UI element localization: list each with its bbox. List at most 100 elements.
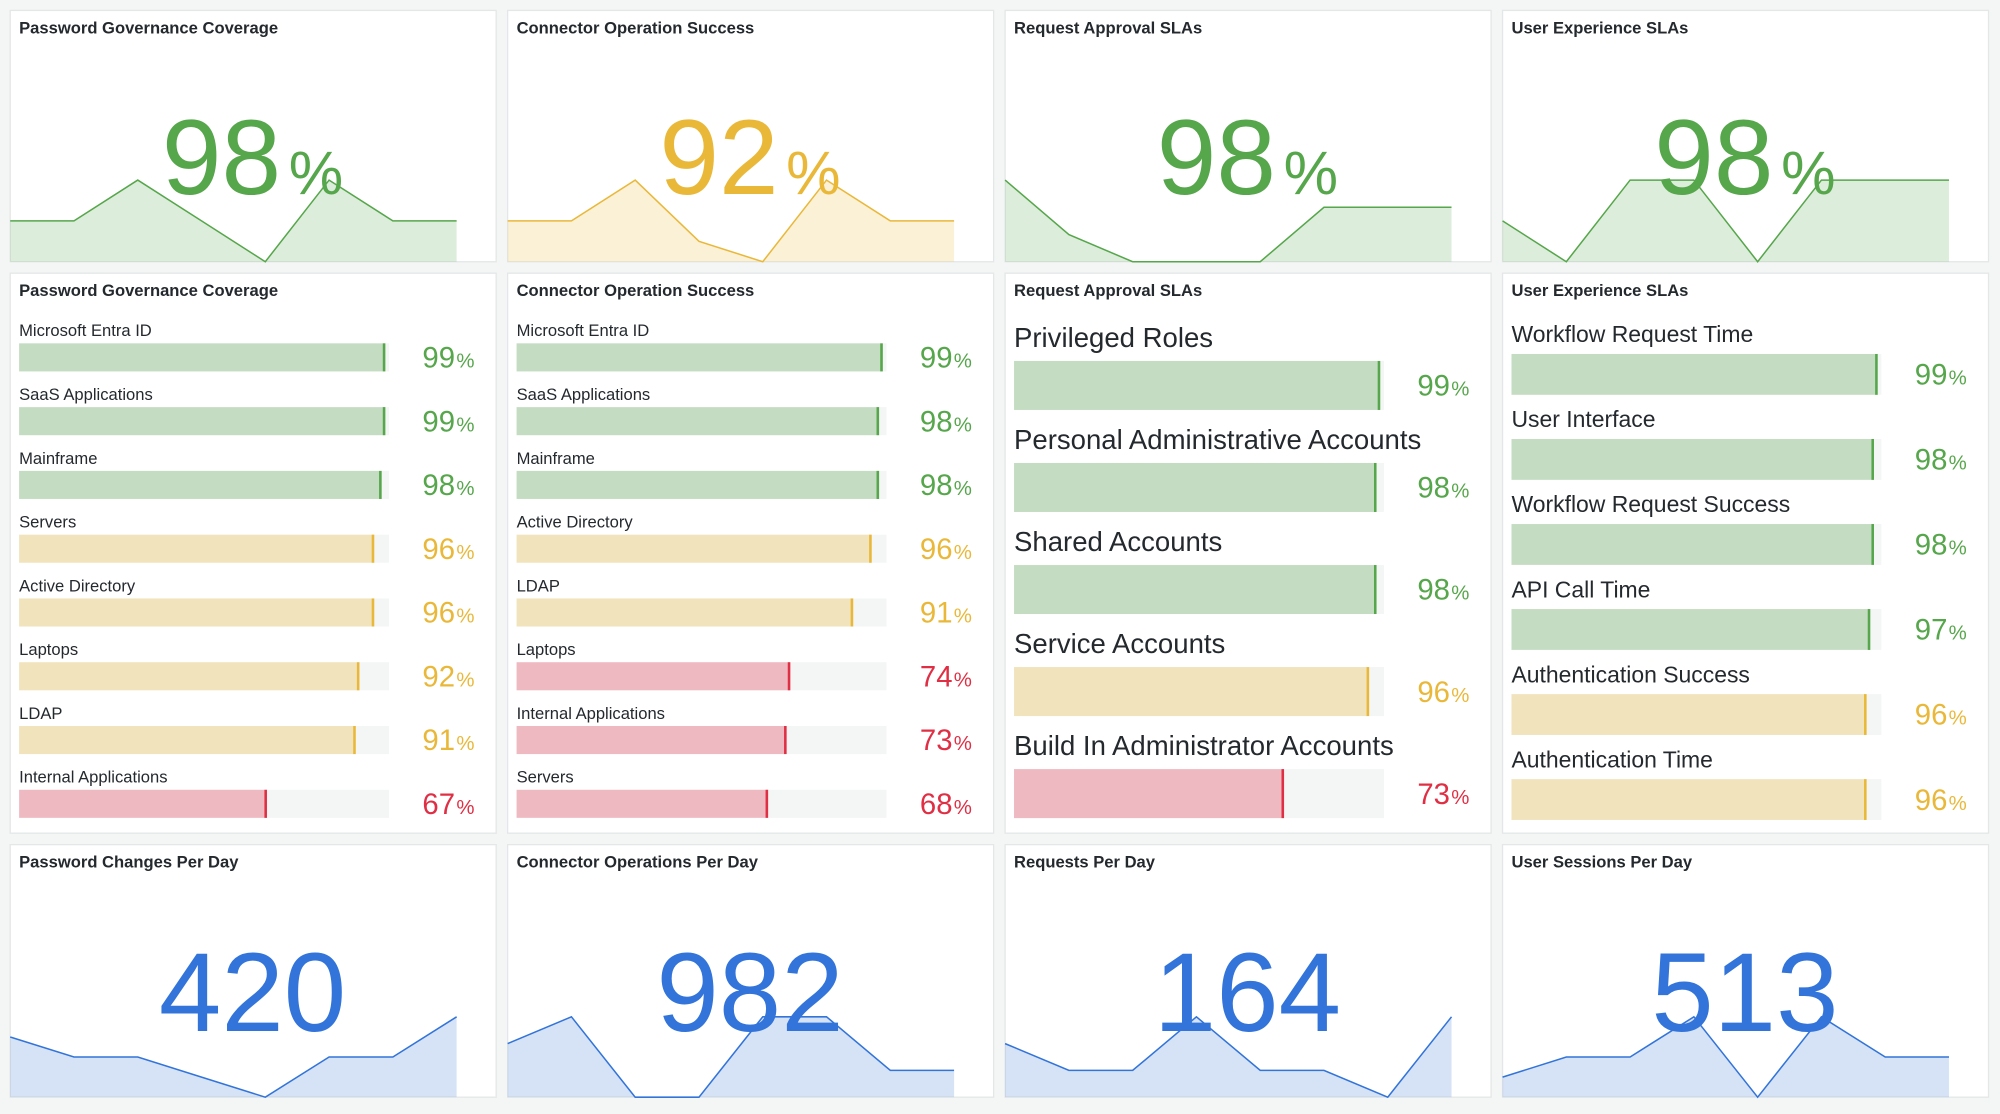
bar-unit: % bbox=[954, 542, 972, 564]
panel-background bbox=[507, 843, 995, 1098]
bar-track bbox=[516, 343, 887, 372]
bar-value: 73% bbox=[920, 724, 972, 757]
bar-number: 68 bbox=[920, 788, 953, 821]
bar-unit: % bbox=[456, 478, 474, 500]
bar-unit: % bbox=[954, 351, 972, 373]
bar-track bbox=[516, 598, 887, 627]
bar-end bbox=[784, 726, 787, 755]
bar-fill bbox=[1511, 524, 1874, 565]
bar-end bbox=[1377, 360, 1381, 410]
bar-track bbox=[516, 662, 887, 691]
stat-unit: % bbox=[1781, 139, 1835, 207]
sparkline bbox=[507, 179, 955, 263]
bar-fill bbox=[19, 789, 267, 818]
bar-number: 96 bbox=[1417, 676, 1450, 709]
bar-number: 67 bbox=[422, 788, 455, 821]
bar-label: Active Directory bbox=[19, 576, 136, 595]
bar-number: 99 bbox=[422, 342, 455, 375]
bar-unit: % bbox=[1949, 538, 1967, 560]
bar-fill bbox=[19, 726, 356, 755]
bar-label: Personal Administrative Accounts bbox=[1014, 424, 1421, 455]
bar-fill bbox=[1014, 769, 1285, 819]
bar-fill bbox=[19, 534, 375, 563]
bar-fill bbox=[1511, 779, 1867, 820]
bar-value: 73% bbox=[1417, 778, 1469, 811]
bar-label: Servers bbox=[517, 768, 574, 787]
bar-fill bbox=[1014, 565, 1377, 615]
bar-value: 99% bbox=[920, 342, 972, 375]
bar-value: 98% bbox=[920, 405, 972, 438]
bar-track bbox=[1511, 609, 1882, 650]
stat-panel: Connector Operation Success 92% bbox=[507, 9, 995, 263]
bar-end bbox=[356, 662, 360, 691]
bar-unit: % bbox=[954, 606, 972, 628]
bar-track bbox=[19, 726, 390, 755]
panel-background bbox=[1501, 9, 1990, 263]
bar-unit: % bbox=[954, 733, 972, 755]
panel-title: Requests Per Day bbox=[1014, 853, 1156, 872]
bar-fill bbox=[516, 470, 880, 499]
bar-label: Internal Applications bbox=[19, 768, 167, 787]
bar-end bbox=[1366, 667, 1370, 717]
bar-end bbox=[353, 726, 356, 755]
bar-value: 98% bbox=[1915, 444, 1967, 477]
stat-panel: Password Governance Coverage 98% bbox=[9, 9, 497, 263]
bar-unit: % bbox=[456, 733, 474, 755]
sparkline bbox=[1004, 1015, 1453, 1099]
bar-label: Mainframe bbox=[517, 449, 595, 468]
bar-value: 91% bbox=[422, 724, 474, 757]
bar-fill bbox=[1014, 667, 1370, 717]
panel-background bbox=[1501, 843, 1990, 1098]
panel-background bbox=[1004, 9, 1492, 263]
stat-panel: Requests Per Day 164 bbox=[1004, 843, 1492, 1099]
bar-label: LDAP bbox=[517, 576, 560, 595]
bar-value: 96% bbox=[1417, 676, 1469, 709]
bar-track bbox=[1511, 353, 1882, 395]
bar-track bbox=[516, 407, 887, 436]
bar-value: 96% bbox=[1915, 784, 1967, 817]
bar-number: 96 bbox=[422, 597, 455, 630]
panel-title: Connector Operations Per Day bbox=[517, 853, 759, 872]
bar-end bbox=[382, 407, 386, 436]
bar-track bbox=[19, 470, 390, 499]
bar-unit: % bbox=[1451, 481, 1469, 503]
bar-fill bbox=[1511, 353, 1878, 395]
bar-end bbox=[371, 534, 375, 563]
bar-unit: % bbox=[456, 669, 474, 691]
bar-fill bbox=[516, 726, 787, 755]
bar-unit: % bbox=[1451, 379, 1469, 401]
bar-fill bbox=[19, 470, 382, 499]
bar-value: 91% bbox=[920, 597, 972, 630]
bar-unit: % bbox=[1451, 787, 1469, 809]
bar-number: 98 bbox=[1417, 472, 1450, 505]
bar-fill bbox=[19, 407, 386, 436]
bar-track bbox=[516, 726, 887, 755]
stat-value: 98% bbox=[162, 97, 343, 217]
sparkline bbox=[1502, 179, 1949, 263]
panel-title: User Sessions Per Day bbox=[1511, 853, 1692, 872]
bar-unit: % bbox=[1949, 623, 1967, 645]
bar-number: 91 bbox=[920, 597, 953, 630]
bar-track bbox=[19, 662, 390, 691]
panel-title: Connector Operation Success bbox=[517, 281, 755, 300]
bar-track bbox=[1511, 439, 1882, 480]
bar-number: 99 bbox=[422, 405, 455, 438]
bar-end bbox=[876, 407, 880, 436]
bar-value: 96% bbox=[920, 533, 972, 566]
bar-track bbox=[1014, 769, 1384, 819]
sparkline bbox=[9, 1016, 458, 1099]
bar-track bbox=[1511, 694, 1882, 735]
bar-number: 73 bbox=[920, 724, 953, 757]
bar-label: Authentication Time bbox=[1511, 746, 1712, 772]
bar-end bbox=[382, 343, 386, 372]
bar-end bbox=[264, 789, 267, 818]
bar-label: SaaS Applications bbox=[517, 385, 651, 404]
bar-label: Internal Applications bbox=[517, 704, 665, 723]
stat-panel: Password Changes Per Day 420 bbox=[9, 843, 497, 1099]
bar-unit: % bbox=[1949, 708, 1967, 730]
bar-unit: % bbox=[954, 478, 972, 500]
stat-unit: % bbox=[786, 139, 840, 207]
bar-label: Workflow Request Time bbox=[1511, 321, 1753, 347]
bar-value: 96% bbox=[422, 597, 474, 630]
bar-track bbox=[19, 789, 390, 818]
